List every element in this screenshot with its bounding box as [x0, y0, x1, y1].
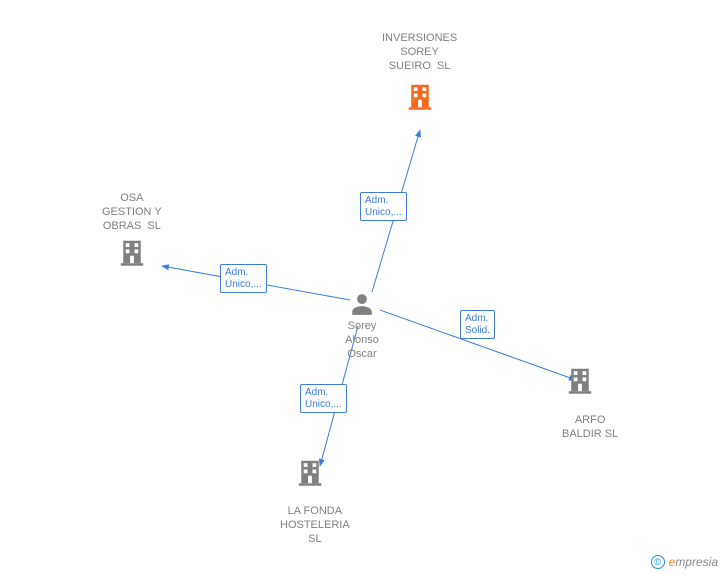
building-icon: [565, 364, 595, 396]
building-icon: [117, 236, 147, 268]
center-node-label: Sorey Alonso Oscar: [340, 320, 384, 361]
edge-label: Adm. Unico,...: [360, 192, 407, 221]
building-icon: [405, 80, 435, 112]
edge-label: Adm. Solid.: [460, 310, 495, 339]
footer-attribution: © empresia: [651, 555, 718, 569]
node-label: LA FONDA HOSTELERIA SL: [280, 505, 350, 546]
node-label: ARFO BALDIR SL: [562, 414, 618, 442]
edge-label: Adm. Unico,...: [220, 264, 267, 293]
brand-name: empresia: [669, 555, 718, 569]
diagram-canvas: Sorey Alonso Oscar INVERSIONES SOREY SUE…: [0, 0, 728, 575]
copyright-icon: ©: [651, 555, 665, 569]
node-label: INVERSIONES SOREY SUEIRO SL: [382, 32, 457, 73]
person-icon: [349, 291, 375, 317]
node-label: OSA GESTION Y OBRAS SL: [102, 192, 162, 233]
edge-label: Adm. Unico,...: [300, 384, 347, 413]
edges-layer: [0, 0, 728, 575]
building-icon: [295, 456, 325, 488]
